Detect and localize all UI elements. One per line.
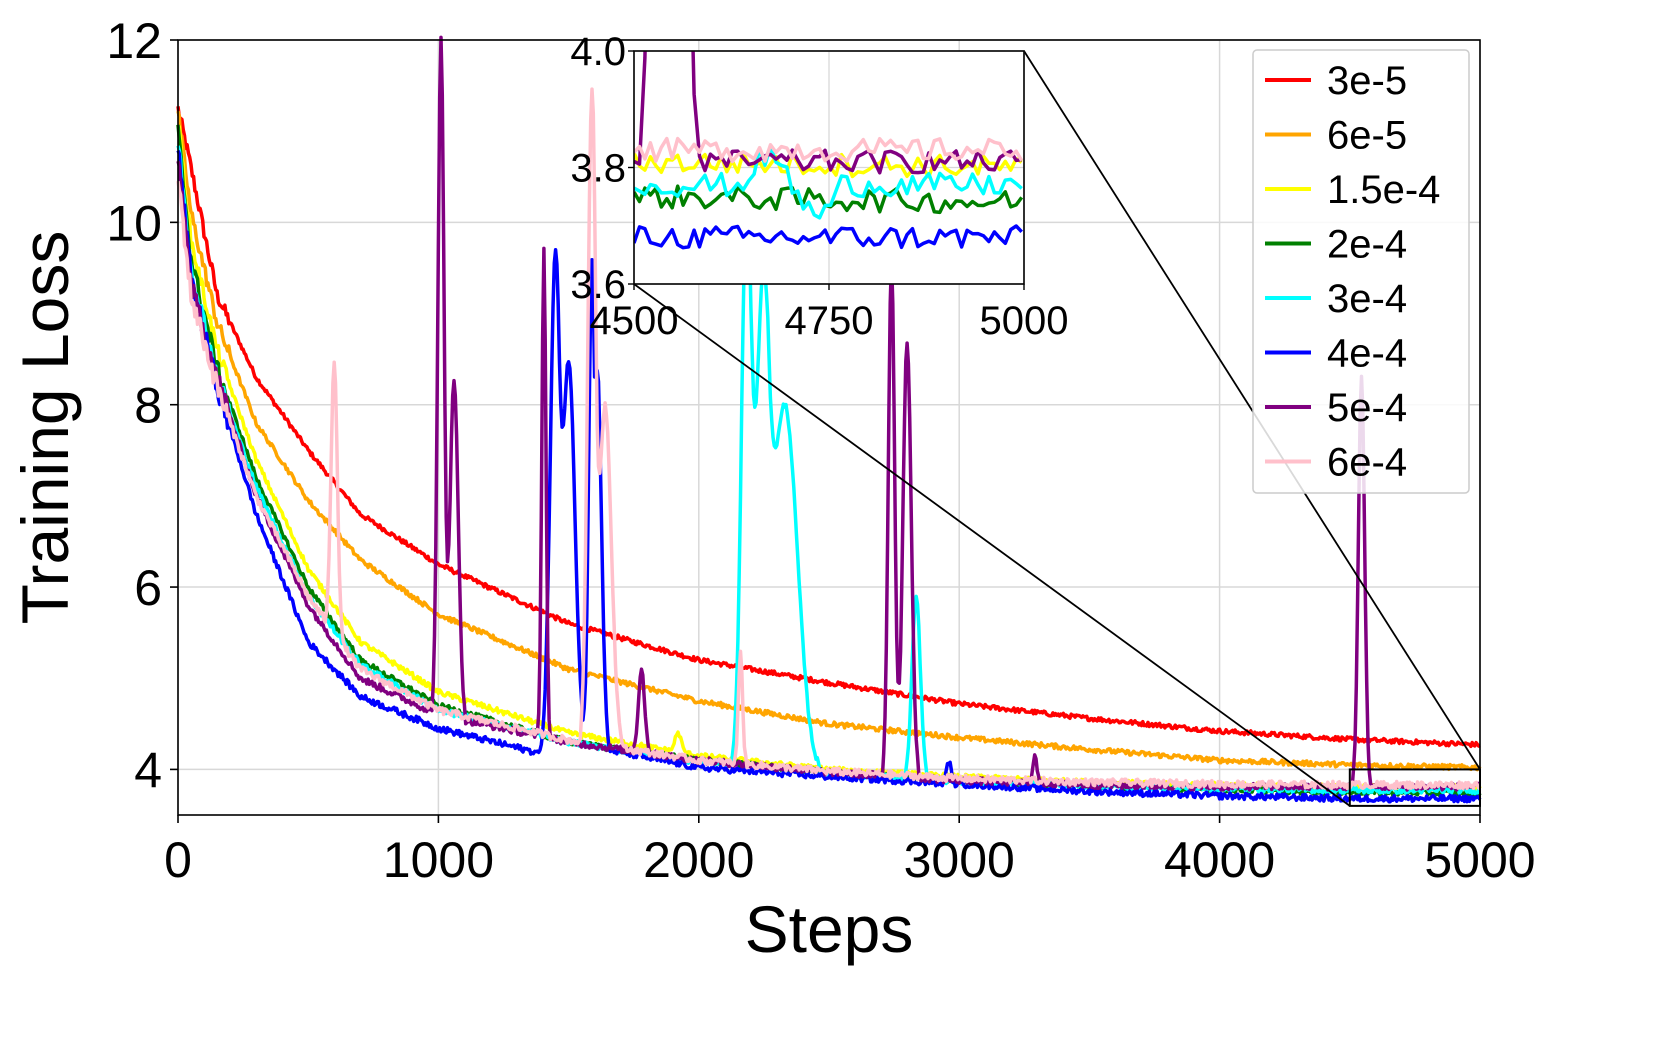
- y-tick-label: 6: [134, 560, 162, 616]
- legend-label: 2e-4: [1327, 223, 1407, 267]
- legend-label: 4e-4: [1327, 332, 1407, 376]
- inset-series-line-4e-4: [634, 224, 1023, 250]
- inset-series-line-6e-5: [634, 12, 1022, 50]
- y-tick-label: 12: [106, 13, 162, 69]
- zoom-connector-line: [633, 283, 1351, 807]
- y-tick-label: 4: [134, 742, 162, 798]
- legend-box: [1252, 49, 1470, 494]
- x-tick-label: 1000: [383, 832, 494, 888]
- legend-label: 6e-4: [1327, 441, 1407, 485]
- inset-x-tick-label: 4750: [785, 299, 874, 343]
- series-line-6e-5: [176, 110, 1482, 772]
- inset-ticks: 4500 4750 5000 3.6 3.8 4.0: [570, 30, 1068, 343]
- x-tick-label: 0: [164, 832, 192, 888]
- inset-series-line-3e-4: [634, 144, 1023, 220]
- series-line-4e-4: [176, 149, 1482, 804]
- inset-x-tick-label: 4500: [590, 299, 679, 343]
- x-tick-label: 2000: [643, 832, 754, 888]
- x-axis-label: Steps: [745, 892, 914, 966]
- x-tick-label: 3000: [904, 832, 1015, 888]
- inset-y-tick-label: 4.0: [570, 30, 626, 74]
- legend-label: 3e-5: [1327, 59, 1407, 103]
- inset-y-tick-label: 3.6: [570, 263, 626, 307]
- y-axis-label: Training Loss: [8, 231, 82, 625]
- legend-label: 3e-4: [1327, 277, 1407, 321]
- main-plot-lines: [176, 35, 1482, 804]
- legend-label: 1.5e-4: [1327, 168, 1440, 212]
- series-line-6e-4: [176, 87, 1481, 791]
- y-tick-label: 10: [106, 195, 162, 251]
- x-tick-label: 5000: [1424, 832, 1535, 888]
- legend: 3e-5 6e-5 1.5e-4 2e-4 3e-4 4e-4 5e-4 6e-4: [1252, 49, 1470, 494]
- inset-plot-lines: [634, 12, 1024, 250]
- inset-x-tick-label: 5000: [980, 299, 1069, 343]
- inset-y-tick-label: 3.8: [570, 147, 626, 191]
- series-line-3e-5: [176, 106, 1481, 749]
- inset-series-line-6e-4: [634, 136, 1024, 164]
- x-tick-label: 4000: [1164, 832, 1275, 888]
- main-ticks: 0 1000 2000 3000 4000 5000 4 6 8 10 12: [106, 13, 1535, 888]
- legend-label: 6e-5: [1327, 114, 1407, 158]
- y-tick-label: 8: [134, 378, 162, 434]
- inset-series-line-1.5e-4: [634, 151, 1023, 179]
- zoom-connector-line: [1023, 50, 1481, 770]
- legend-label: 5e-4: [1327, 386, 1407, 430]
- main-axes-frame: [177, 39, 1481, 816]
- zoom-region-box: [1348, 768, 1482, 807]
